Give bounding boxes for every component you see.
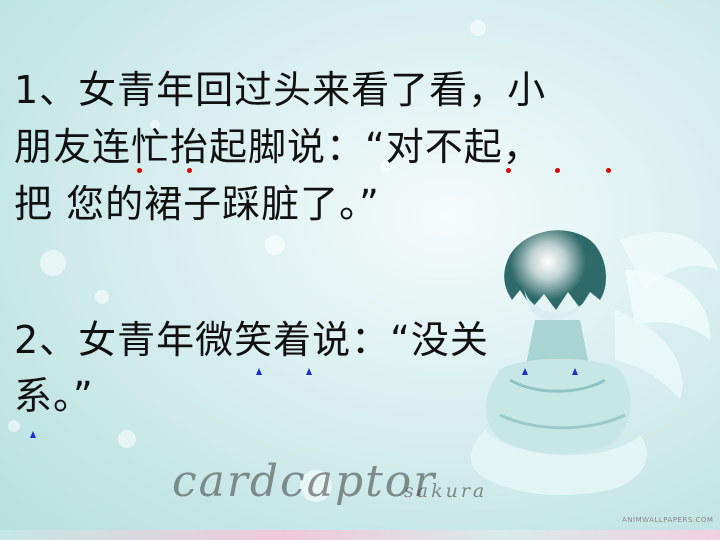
bokeh-light [150, 120, 160, 130]
emphasis-triangle [522, 368, 528, 375]
text-line-4: 2、女青年微笑着说：“没关 [14, 318, 489, 362]
emphasis-triangle [30, 431, 36, 438]
bokeh-light [470, 20, 486, 36]
emphasis-triangle [256, 368, 262, 375]
sakura-logo: sakura [404, 480, 488, 502]
bokeh-light [300, 470, 332, 502]
bokeh-light [380, 160, 392, 172]
emphasis-triangle [572, 368, 578, 375]
bokeh-light [95, 290, 109, 304]
emphasis-dot [606, 168, 611, 173]
bokeh-light [118, 430, 136, 448]
bokeh-light [8, 420, 20, 432]
bokeh-light [265, 235, 285, 255]
text-line-5: 系。” [14, 374, 94, 418]
text-line-2: 朋友连忙抬起脚说：“对不起， [14, 125, 542, 169]
emphasis-dot [506, 168, 511, 173]
watermark: ANIMWALLPAPERS.COM [622, 516, 714, 524]
bokeh-light [40, 250, 66, 276]
emphasis-triangle [306, 368, 312, 375]
emphasis-dot [187, 168, 192, 173]
text-line-3: 把 您的裙子踩脏了。” [14, 182, 380, 226]
cardcaptor-logo: cardcaptor [172, 456, 437, 507]
emphasis-dot [555, 168, 560, 173]
anime-character-illustration [470, 224, 718, 495]
emphasis-dot [137, 168, 142, 173]
text-line-1: 1、女青年回过头来看了看，小 [14, 68, 547, 112]
bottom-decor-strip [0, 530, 720, 540]
